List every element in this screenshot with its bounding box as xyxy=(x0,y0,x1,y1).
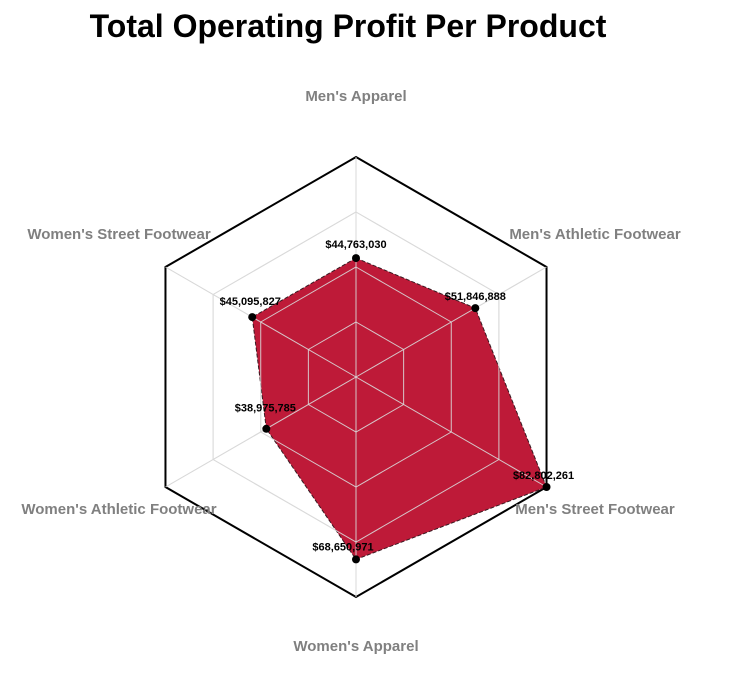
data-label-women-s-apparel: $68,650,971 xyxy=(312,541,373,553)
axis-label-women-s-athletic-footwear: Women's Athletic Footwear xyxy=(21,501,216,518)
data-label-women-s-athletic-footwear: $38,975,785 xyxy=(235,403,296,415)
axis-label-men-s-apparel: Men's Apparel xyxy=(305,88,406,105)
axis-label-women-s-street-footwear: Women's Street Footwear xyxy=(27,226,210,243)
axis-label-men-s-athletic-footwear: Men's Athletic Footwear xyxy=(509,226,681,243)
label-layer: $44,763,030 $51,846,888 $82,802,261 $68,650… xyxy=(220,239,574,553)
data-point-men-s-apparel xyxy=(352,254,360,263)
data-point-women-s-athletic-footwear xyxy=(262,424,271,433)
axis-label-women-s-apparel: Women's Apparel xyxy=(293,638,418,655)
data-point-men-s-athletic-footwear xyxy=(471,304,480,313)
area-layer xyxy=(165,157,548,597)
data-label-women-s-street-footwear: $45,095,827 xyxy=(220,296,281,308)
axis-label-layer: Men's Apparel Men's Athletic Footwear Men'… xyxy=(21,88,680,655)
grid-spoke-overlay xyxy=(355,376,547,488)
data-point-women-s-street-footwear xyxy=(248,313,257,322)
chart-title: Total Operating Profit Per Product xyxy=(90,8,607,44)
axis-label-men-s-street-footwear: Men's Street Footwear xyxy=(515,501,675,518)
grid-spoke-overlay xyxy=(165,376,357,488)
point-layer xyxy=(248,254,551,564)
grid-spoke-overlay xyxy=(165,266,357,378)
data-label-men-s-street-footwear: $82,802,261 xyxy=(513,470,574,482)
grid-spoke-overlay xyxy=(355,266,547,378)
data-label-men-s-athletic-footwear: $51,846,888 xyxy=(445,291,506,303)
data-point-men-s-street-footwear xyxy=(542,483,551,491)
data-point-women-s-apparel xyxy=(352,555,360,564)
data-label-men-s-apparel: $44,763,030 xyxy=(325,239,386,251)
data-area xyxy=(251,257,548,561)
